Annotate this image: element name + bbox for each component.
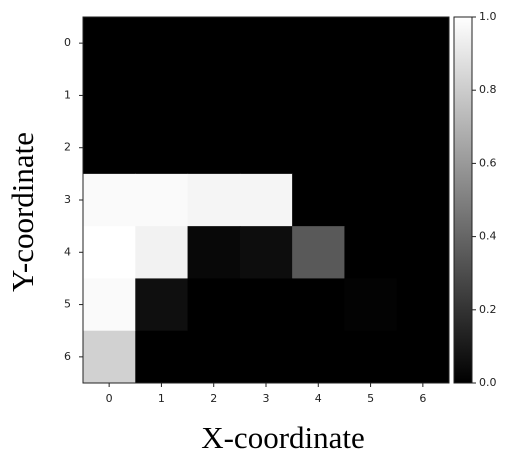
heatmap-cell [239, 226, 293, 279]
heatmap-cell [187, 330, 241, 384]
heatmap-cell [83, 330, 136, 384]
heatmap-cell [344, 173, 398, 227]
heatmap-cell [187, 226, 241, 279]
colorbar-tick-label: 0.2 [479, 303, 497, 316]
heatmap-cell [292, 69, 345, 123]
heatmap-cell [292, 173, 345, 227]
y-tick-label: 6 [64, 350, 71, 363]
heatmap-cell [83, 173, 136, 227]
heatmap-cell [344, 121, 398, 175]
heatmap-cell [292, 121, 345, 175]
heatmap-cell [292, 278, 345, 332]
heatmap-cell [344, 17, 398, 70]
heatmap-cell [239, 121, 293, 175]
colorbar-tick-label: 1.0 [479, 10, 497, 23]
heatmap-cell [396, 278, 450, 332]
heatmap-cell [239, 173, 293, 227]
x-tick-label: 6 [419, 392, 426, 405]
heatmap-cell [239, 17, 293, 70]
x-tick-label: 0 [106, 392, 113, 405]
heatmap-cell [344, 69, 398, 123]
x-tick-label: 1 [158, 392, 165, 405]
heatmap-cell [135, 69, 189, 123]
colorbar-tick-label: 0.0 [479, 376, 497, 389]
heatmap-cell [344, 226, 398, 279]
heatmap-cell [292, 17, 345, 70]
y-tick-label: 2 [64, 141, 71, 154]
heatmap-cell [83, 226, 136, 279]
heatmap-cell [292, 226, 345, 279]
colorbar-tick-label: 0.4 [479, 230, 497, 243]
heatmap-cell [396, 330, 450, 384]
y-tick-label: 0 [64, 36, 71, 49]
y-tick-label: 4 [64, 245, 71, 258]
heatmap-cell [344, 330, 398, 384]
x-tick-label: 2 [210, 392, 217, 405]
y-axis-label: Y-coordinate [5, 132, 40, 292]
heatmap-cell [239, 278, 293, 332]
heatmap-cell [396, 121, 450, 175]
heatmap-cell [239, 330, 293, 384]
heatmap-cell [83, 121, 136, 175]
x-tick-label: 5 [367, 392, 374, 405]
heatmap-cell [135, 226, 189, 279]
heatmap-cell [187, 121, 241, 175]
heatmap-cell [187, 69, 241, 123]
heatmap-cell [187, 278, 241, 332]
x-tick-label: 3 [263, 392, 270, 405]
heatmap-cell [344, 278, 398, 332]
y-tick-label: 1 [64, 88, 71, 101]
heatmap-cell [292, 330, 345, 384]
heatmap-cell [396, 226, 450, 279]
heatmap-cell [83, 278, 136, 332]
heatmap-cell [135, 330, 189, 384]
heatmap-cell [396, 17, 450, 70]
colorbar-tick-label: 0.6 [479, 156, 497, 169]
heatmap-cell [396, 69, 450, 123]
colorbar-tick-label: 0.8 [479, 83, 497, 96]
y-tick-label: 3 [64, 193, 71, 206]
x-axis-label: X-coordinate [201, 420, 365, 455]
heatmap-cell [239, 69, 293, 123]
heatmap-cell [135, 17, 189, 70]
heatmap-cell [135, 173, 189, 227]
heatmap-cell [135, 121, 189, 175]
heatmap-cell [187, 173, 241, 227]
heatmap-cell [83, 69, 136, 123]
heatmap-cell [187, 17, 241, 70]
x-tick-label: 4 [315, 392, 322, 405]
heatmap-cell [396, 173, 450, 227]
heatmap-cell [135, 278, 189, 332]
colorbar [453, 16, 473, 384]
heatmap-cell [83, 17, 136, 70]
y-tick-label: 5 [64, 298, 71, 311]
